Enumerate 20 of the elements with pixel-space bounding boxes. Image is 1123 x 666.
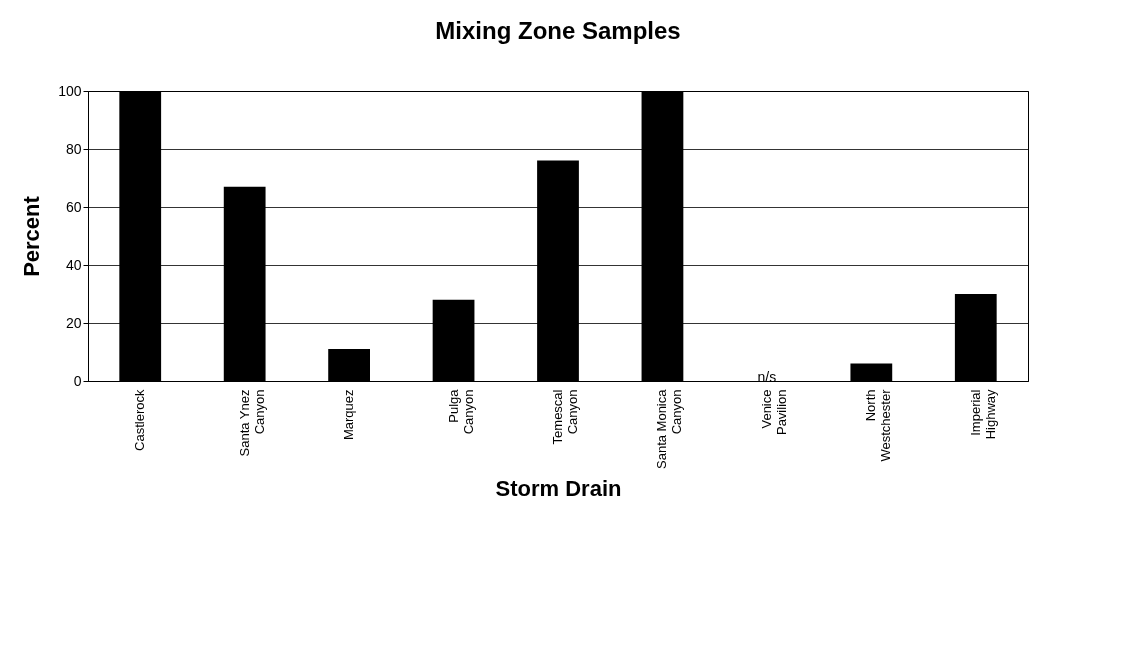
x-tick-label: Venice Pavilion [758, 389, 789, 436]
x-axis-title: Storm Drain [495, 475, 622, 501]
x-tick-label: Castlerock [132, 389, 148, 451]
x-tick-label: Imperial Highway [967, 389, 998, 440]
y-tick-label: 100 [58, 82, 82, 99]
x-tick-label: Santa Monica Canyon [654, 388, 685, 469]
x-tick-label: North Westchester [863, 388, 894, 462]
x-tick-label: Temescal Canyon [550, 389, 580, 445]
x-tick-label: Marquez [341, 389, 357, 441]
y-tick-label: 0 [73, 372, 82, 389]
bar [850, 363, 893, 381]
chart-title: Mixing Zone Samples [435, 17, 681, 44]
x-tick-label: Santa Ynez Canyon [236, 389, 267, 457]
y-tick-label: 80 [65, 140, 82, 157]
y-tick-label: 60 [65, 198, 82, 215]
bar [328, 349, 370, 381]
y-tick-label: 40 [65, 256, 82, 273]
y-axis-title: Percent [19, 195, 45, 277]
x-tick-label: Pulga Canyon [445, 388, 476, 435]
y-tick-label: 20 [65, 314, 82, 331]
